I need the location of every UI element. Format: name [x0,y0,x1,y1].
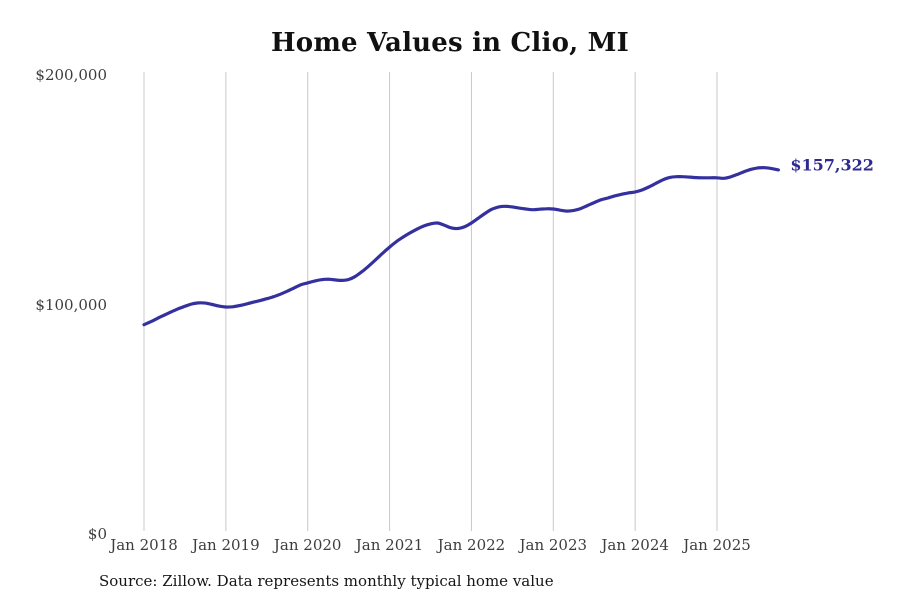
x-axis-tick-label: Jan 2023 [519,536,588,554]
x-axis-tick-label: Jan 2021 [355,536,424,554]
x-axis-tick-label: Jan 2025 [683,536,751,554]
x-axis-tick-label: Jan 2018 [110,536,178,554]
y-axis-tick-label: $0 [87,525,107,543]
gridlines [143,72,718,531]
home-value-line-series [142,166,780,327]
x-axis-tick-label: Jan 2022 [437,536,506,554]
x-axis-tick-label: Jan 2024 [601,536,669,554]
x-axis-tick-label: Jan 2020 [273,536,342,554]
latest-value-label: $157,322 [790,155,874,175]
x-axis-tick-label: Jan 2019 [192,536,260,554]
y-axis-tick-label: $200,000 [35,66,107,84]
source-note: Source: Zillow. Data represents monthly … [99,572,554,590]
y-axis-tick-label: $100,000 [35,295,107,314]
chart-title: Home Values in Clio, MI [271,28,629,58]
